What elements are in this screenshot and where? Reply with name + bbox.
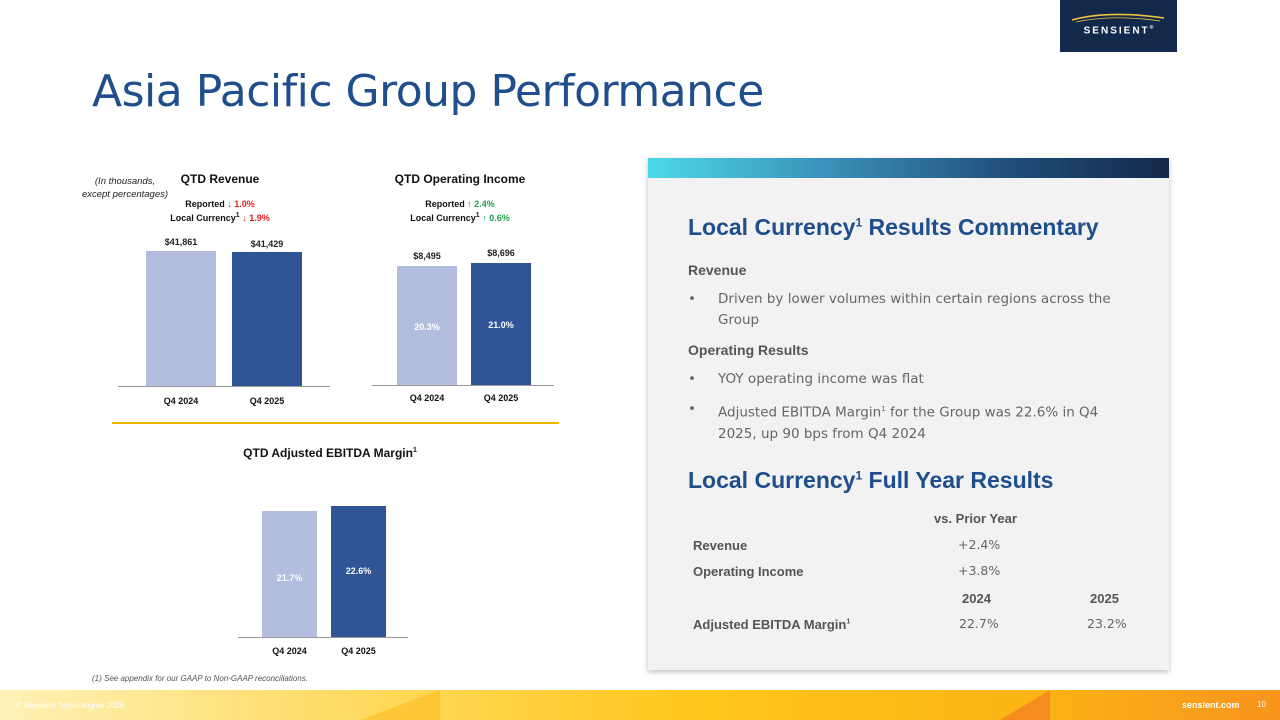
margin-label: 21.0% — [488, 320, 514, 330]
bar-q4-2024 — [397, 266, 457, 385]
sensient-logo: SENSIENT® — [1060, 0, 1177, 52]
footer-shape — [1000, 690, 1050, 720]
bullet-icon: • — [688, 371, 696, 387]
row-value: +3.8% — [958, 563, 1001, 578]
x-tick-label: Q4 2024 — [163, 396, 199, 406]
x-tick-label: Q4 2024 — [272, 646, 307, 656]
bar-value-label: $8,495 — [413, 251, 441, 261]
row-label: Adjusted EBITDA Margin1 — [693, 617, 851, 632]
x-tick-label: Q4 2025 — [483, 393, 519, 403]
x-tick-label: Q4 2024 — [409, 393, 445, 403]
footnote: (1) See appendix for our GAAP to Non-GAA… — [92, 674, 308, 683]
chart-title: QTD Adjusted EBITDA Margin1 — [243, 446, 417, 460]
arrow-up-icon: ↑ — [482, 213, 487, 223]
arrow-down-icon: ↓ — [227, 199, 232, 209]
row-label: Operating Income — [693, 564, 804, 579]
ebitda-bullet: • Adjusted EBITDA Margin1 for the Group … — [688, 401, 1099, 442]
revenue-subheading: Revenue — [688, 262, 747, 278]
panel-header-bar — [648, 158, 1169, 178]
bar-value-label: $41,861 — [164, 237, 198, 247]
chart-title: QTD Operating Income — [394, 172, 526, 186]
footer-shape — [360, 690, 440, 720]
x-axis — [372, 385, 554, 386]
full-year-heading: Local Currency1 Full Year Results — [688, 467, 1054, 493]
year-header: 2024 — [962, 591, 991, 606]
bar-q4-2025 — [471, 263, 531, 385]
x-tick-label: Q4 2025 — [341, 646, 376, 656]
margin-label: 20.3% — [414, 322, 440, 332]
bar-q4-2025 — [331, 506, 386, 637]
chart-title: QTD Revenue — [180, 172, 260, 186]
section-divider — [112, 422, 559, 424]
arrow-up-icon: ↑ — [467, 199, 472, 209]
row-label: Revenue — [693, 538, 748, 553]
operating-bullet: • YOY operating income was flat — [688, 369, 1128, 390]
arrow-down-icon: ↓ — [242, 213, 247, 223]
x-axis — [118, 386, 330, 387]
variance-block: Reported ↑ 2.4% Local Currency1 ↑ 0.6% — [410, 199, 510, 223]
bar-q4-2024 — [262, 511, 317, 637]
commentary-panel: Local Currency1 Results Commentary Reven… — [648, 158, 1169, 670]
logo-swoosh-icon — [1071, 13, 1165, 23]
copyright: © Sensient Technologies 2026 — [16, 701, 125, 710]
year-header: 2025 — [1090, 591, 1119, 606]
commentary-heading: Local Currency1 Results Commentary — [688, 214, 1099, 240]
bar-value-label: $41,429 — [250, 239, 284, 249]
bar-q4-2024 — [146, 251, 216, 386]
bullet-icon: • — [688, 401, 696, 417]
row-value: +2.4% — [958, 537, 1001, 552]
revenue-bullet: • Driven by lower volumes within certain… — [688, 291, 1111, 328]
units-note: (In thousands, except percentages) — [81, 176, 169, 200]
bar-value-label: 22.6% — [345, 566, 372, 576]
row-value: 23.2% — [1087, 616, 1127, 631]
column-header: vs. Prior Year — [934, 511, 1017, 526]
bar-value-label: 21.7% — [276, 573, 303, 583]
x-tick-label: Q4 2025 — [249, 396, 285, 406]
variance-block: Reported ↓ 1.0% Local Currency1 ↓ 1.9% — [170, 199, 270, 223]
logo-text: SENSIENT® — [1083, 25, 1154, 37]
operating-subheading: Operating Results — [688, 342, 809, 358]
page-number: 10 — [1257, 700, 1266, 709]
footer-bar: © Sensient Technologies 2026 sensient.co… — [0, 690, 1280, 720]
x-axis — [238, 637, 408, 638]
row-value: 22.7% — [959, 616, 999, 631]
bar-q4-2025 — [232, 252, 302, 386]
site-link[interactable]: sensient.com — [1182, 700, 1240, 710]
bar-value-label: $8,696 — [487, 248, 515, 258]
bullet-icon: • — [688, 291, 696, 307]
page-title: Asia Pacific Group Performance — [92, 66, 764, 117]
